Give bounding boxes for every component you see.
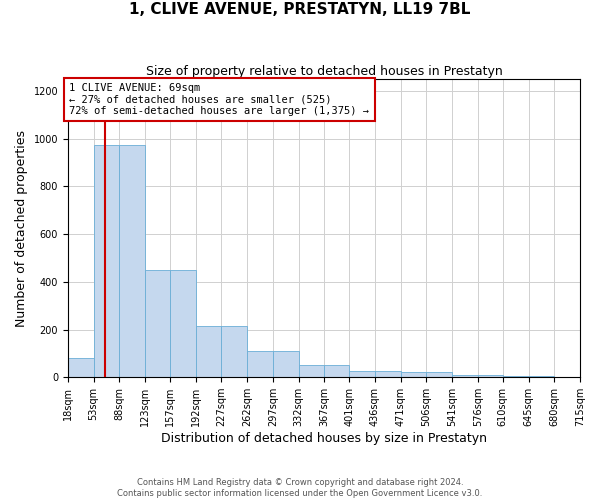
Bar bbox=[299, 366, 325, 377]
Title: Size of property relative to detached houses in Prestatyn: Size of property relative to detached ho… bbox=[146, 65, 502, 78]
Bar bbox=[247, 351, 273, 377]
Bar bbox=[401, 372, 427, 377]
Bar bbox=[196, 326, 221, 377]
Bar bbox=[145, 270, 170, 377]
Text: 1, CLIVE AVENUE, PRESTATYN, LL19 7BL: 1, CLIVE AVENUE, PRESTATYN, LL19 7BL bbox=[130, 2, 470, 18]
Bar bbox=[427, 372, 452, 377]
Bar bbox=[68, 358, 94, 377]
X-axis label: Distribution of detached houses by size in Prestatyn: Distribution of detached houses by size … bbox=[161, 432, 487, 445]
Bar bbox=[503, 376, 529, 377]
Text: Contains HM Land Registry data © Crown copyright and database right 2024.
Contai: Contains HM Land Registry data © Crown c… bbox=[118, 478, 482, 498]
Bar bbox=[170, 270, 196, 377]
Bar bbox=[529, 376, 554, 377]
Bar bbox=[349, 372, 375, 377]
Bar bbox=[273, 351, 299, 377]
Bar bbox=[119, 144, 145, 377]
Bar bbox=[221, 326, 247, 377]
Bar bbox=[94, 144, 119, 377]
Text: 1 CLIVE AVENUE: 69sqm
← 27% of detached houses are smaller (525)
72% of semi-det: 1 CLIVE AVENUE: 69sqm ← 27% of detached … bbox=[70, 82, 370, 116]
Y-axis label: Number of detached properties: Number of detached properties bbox=[15, 130, 28, 326]
Bar bbox=[554, 376, 580, 377]
Bar bbox=[478, 375, 503, 377]
Bar bbox=[452, 375, 478, 377]
Bar bbox=[375, 372, 401, 377]
Bar bbox=[325, 366, 349, 377]
